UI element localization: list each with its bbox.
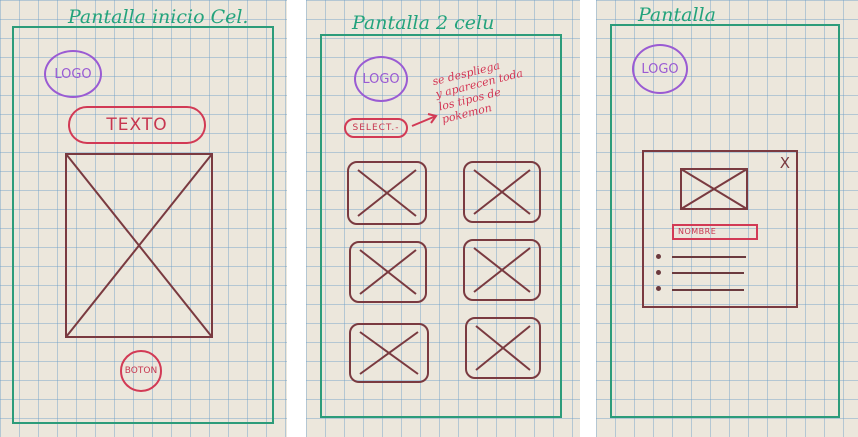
text-pill: TEXTO xyxy=(68,106,206,144)
pokemon-card[interactable] xyxy=(348,322,430,384)
screen-title: Pantalla xyxy=(638,4,716,26)
name-field: NOMBRE xyxy=(672,224,758,240)
image-placeholder xyxy=(64,152,214,339)
pokemon-card[interactable] xyxy=(462,238,542,302)
sketch-sheet-3: Pantalla LOGO X NOMBRE xyxy=(596,0,858,437)
detail-modal: X NOMBRE xyxy=(642,150,798,308)
sketch-sheet-2: Pantalla 2 celu LOGO SELECT.- se desplie… xyxy=(306,0,580,437)
bullet-icon xyxy=(656,286,661,291)
close-icon[interactable]: X xyxy=(779,154,790,172)
select-dropdown[interactable]: SELECT.- xyxy=(344,118,408,138)
screen-title: Pantalla 2 celu xyxy=(352,12,495,34)
bullet-icon xyxy=(656,254,661,259)
pokemon-image xyxy=(680,168,748,210)
logo: LOGO xyxy=(632,44,688,94)
phone-frame xyxy=(12,26,274,424)
logo: LOGO xyxy=(354,56,408,102)
pokemon-card[interactable] xyxy=(464,316,542,380)
detail-line xyxy=(672,272,744,274)
phone-frame xyxy=(320,34,562,418)
detail-line xyxy=(672,289,744,291)
logo: LOGO xyxy=(44,50,102,98)
sketch-sheet-1: Pantalla inicio Cel. LOGO TEXTO BOTON xyxy=(0,0,287,437)
detail-line xyxy=(672,256,746,258)
pokemon-card[interactable] xyxy=(346,160,428,226)
arrow-right-icon xyxy=(411,113,438,127)
phone-frame xyxy=(610,24,840,418)
pokemon-card[interactable] xyxy=(348,240,428,304)
start-button[interactable]: BOTON xyxy=(120,350,162,392)
screen-title: Pantalla inicio Cel. xyxy=(68,6,249,28)
bullet-icon xyxy=(656,270,661,275)
pokemon-card[interactable] xyxy=(462,160,542,224)
